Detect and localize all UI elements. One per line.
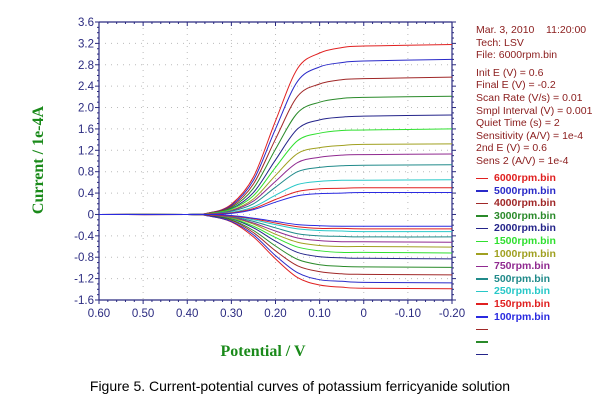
- legend-swatch: [476, 253, 488, 255]
- x-tick-label: 0.20: [264, 308, 286, 320]
- series-line-100rpm: [99, 192, 453, 216]
- legend-label: 4000rpm.bin: [494, 197, 556, 210]
- y-tick-label: -0.8: [74, 252, 94, 264]
- x-tick-label: -0.20: [439, 308, 465, 320]
- legend-swatch: [476, 341, 488, 343]
- y-tick-label: -1.6: [74, 295, 94, 307]
- legend-label: 500rpm.bin: [494, 272, 551, 285]
- legend-item: 250rpm.bin: [476, 285, 556, 298]
- legend-item: 100rpm.bin: [476, 311, 556, 324]
- y-tick-label: 0: [88, 209, 94, 221]
- legend-swatch: [476, 303, 488, 305]
- legend-swatch: [476, 328, 488, 331]
- figure-caption: Figure 5. Current-potential curves of po…: [89, 378, 511, 394]
- legend-swatch: [476, 240, 488, 243]
- series-line-secondary-500rpm: [98, 213, 453, 238]
- series-line-4000rpm: [98, 76, 453, 216]
- legend: 6000rpm.bin 5000rpm.bin 4000rpm.bin 3000rpm…: [476, 172, 556, 361]
- legend-swatch: [476, 278, 488, 280]
- y-tick-label: 2.4: [78, 81, 95, 93]
- info-param: Quiet Time (s) = 2: [476, 117, 560, 130]
- x-tick-label: 0.10: [308, 308, 330, 320]
- info-tech: Tech: LSV: [476, 36, 524, 49]
- y-tick-label: 1.2: [78, 145, 94, 157]
- y-tick-label: -0.4: [74, 231, 94, 243]
- info-date: Mar. 3, 2010 11:20:00: [476, 24, 587, 36]
- x-tick-label: 0.50: [132, 308, 154, 320]
- legend-swatch: [476, 290, 488, 293]
- y-tick-label: 0.4: [78, 188, 95, 200]
- x-tick-label: 0.30: [220, 308, 242, 320]
- legend-label: 250rpm.bin: [494, 285, 551, 298]
- legend-item: 4000rpm.bin: [476, 197, 556, 210]
- info-param: Smpl Interval (V) = 0.001: [476, 104, 593, 117]
- legend-label: 5000rpm.bin: [494, 184, 556, 197]
- legend-label: 3000rpm.bin: [494, 209, 556, 222]
- legend-item: 500rpm.bin: [476, 273, 556, 286]
- legend-item: 1500rpm.bin: [476, 235, 556, 248]
- legend-swatch: [476, 353, 488, 356]
- legend-label: 100rpm.bin: [494, 310, 551, 323]
- y-tick-label: -1.2: [74, 274, 94, 286]
- legend-item-unlabeled: [476, 336, 556, 349]
- experiment-info: Mar. 3, 2010 11:20:00 Tech: LSV File: 60…: [476, 24, 592, 168]
- legend-item-unlabeled: [476, 323, 556, 336]
- info-param: 2nd E (V) = 0.6: [476, 142, 547, 155]
- legend-swatch: [476, 265, 488, 268]
- legend-swatch: [476, 202, 488, 205]
- x-tick-label: -0.10: [395, 308, 421, 320]
- y-tick-label: 0.8: [78, 167, 94, 179]
- info-file: File: 6000rpm.bin: [476, 49, 558, 62]
- info-param: Final E (V) = -0.2: [476, 79, 556, 92]
- info-param: Sens 2 (A/V) = 1e-4: [476, 154, 569, 167]
- series-line-150rpm: [98, 187, 453, 216]
- legend-label: 1000rpm.bin: [494, 247, 556, 260]
- y-tick-label: 2.8: [78, 60, 94, 72]
- legend-swatch: [476, 177, 488, 180]
- legend-item: 2000rpm.bin: [476, 222, 556, 235]
- legend-label: 150rpm.bin: [494, 297, 551, 310]
- legend-label: 2000rpm.bin: [494, 222, 556, 235]
- y-tick-label: 1.6: [78, 124, 94, 136]
- legend-label: 1500rpm.bin: [494, 234, 556, 247]
- series-line-secondary-6000rpm: [98, 213, 453, 290]
- info-param: Sensitivity (A/V) = 1e-4: [476, 129, 584, 142]
- info-param: Scan Rate (V/s) = 0.01: [476, 91, 583, 104]
- x-tick-label: 0.60: [88, 308, 110, 320]
- legend-swatch: [476, 316, 488, 318]
- legend-item: 3000rpm.bin: [476, 210, 556, 223]
- legend-label: 750rpm.bin: [494, 260, 551, 273]
- legend-item: 750rpm.bin: [476, 260, 556, 273]
- legend-item: 5000rpm.bin: [476, 185, 556, 198]
- legend-swatch: [476, 190, 488, 192]
- legend-item: 1000rpm.bin: [476, 248, 556, 261]
- y-tick-label: 3.6: [78, 17, 94, 29]
- legend-item-unlabeled: [476, 348, 556, 361]
- info-param: Init E (V) = 0.6: [476, 66, 544, 79]
- legend-label: 6000rpm.bin: [494, 172, 556, 184]
- y-axis-label: Current / 1e-4A: [30, 105, 47, 214]
- series-line-secondary-100rpm: [99, 213, 452, 227]
- legend-item: 150rpm.bin: [476, 298, 556, 311]
- legend-swatch: [476, 215, 488, 217]
- legend-item: 6000rpm.bin: [476, 172, 556, 185]
- x-tick-label: 0: [361, 308, 367, 320]
- legend-swatch: [476, 227, 488, 230]
- y-tick-label: 3.2: [78, 38, 94, 50]
- x-tick-label: 0.40: [176, 308, 198, 320]
- y-tick-label: 2.0: [78, 103, 94, 115]
- x-axis-label: Potential / V: [220, 343, 305, 360]
